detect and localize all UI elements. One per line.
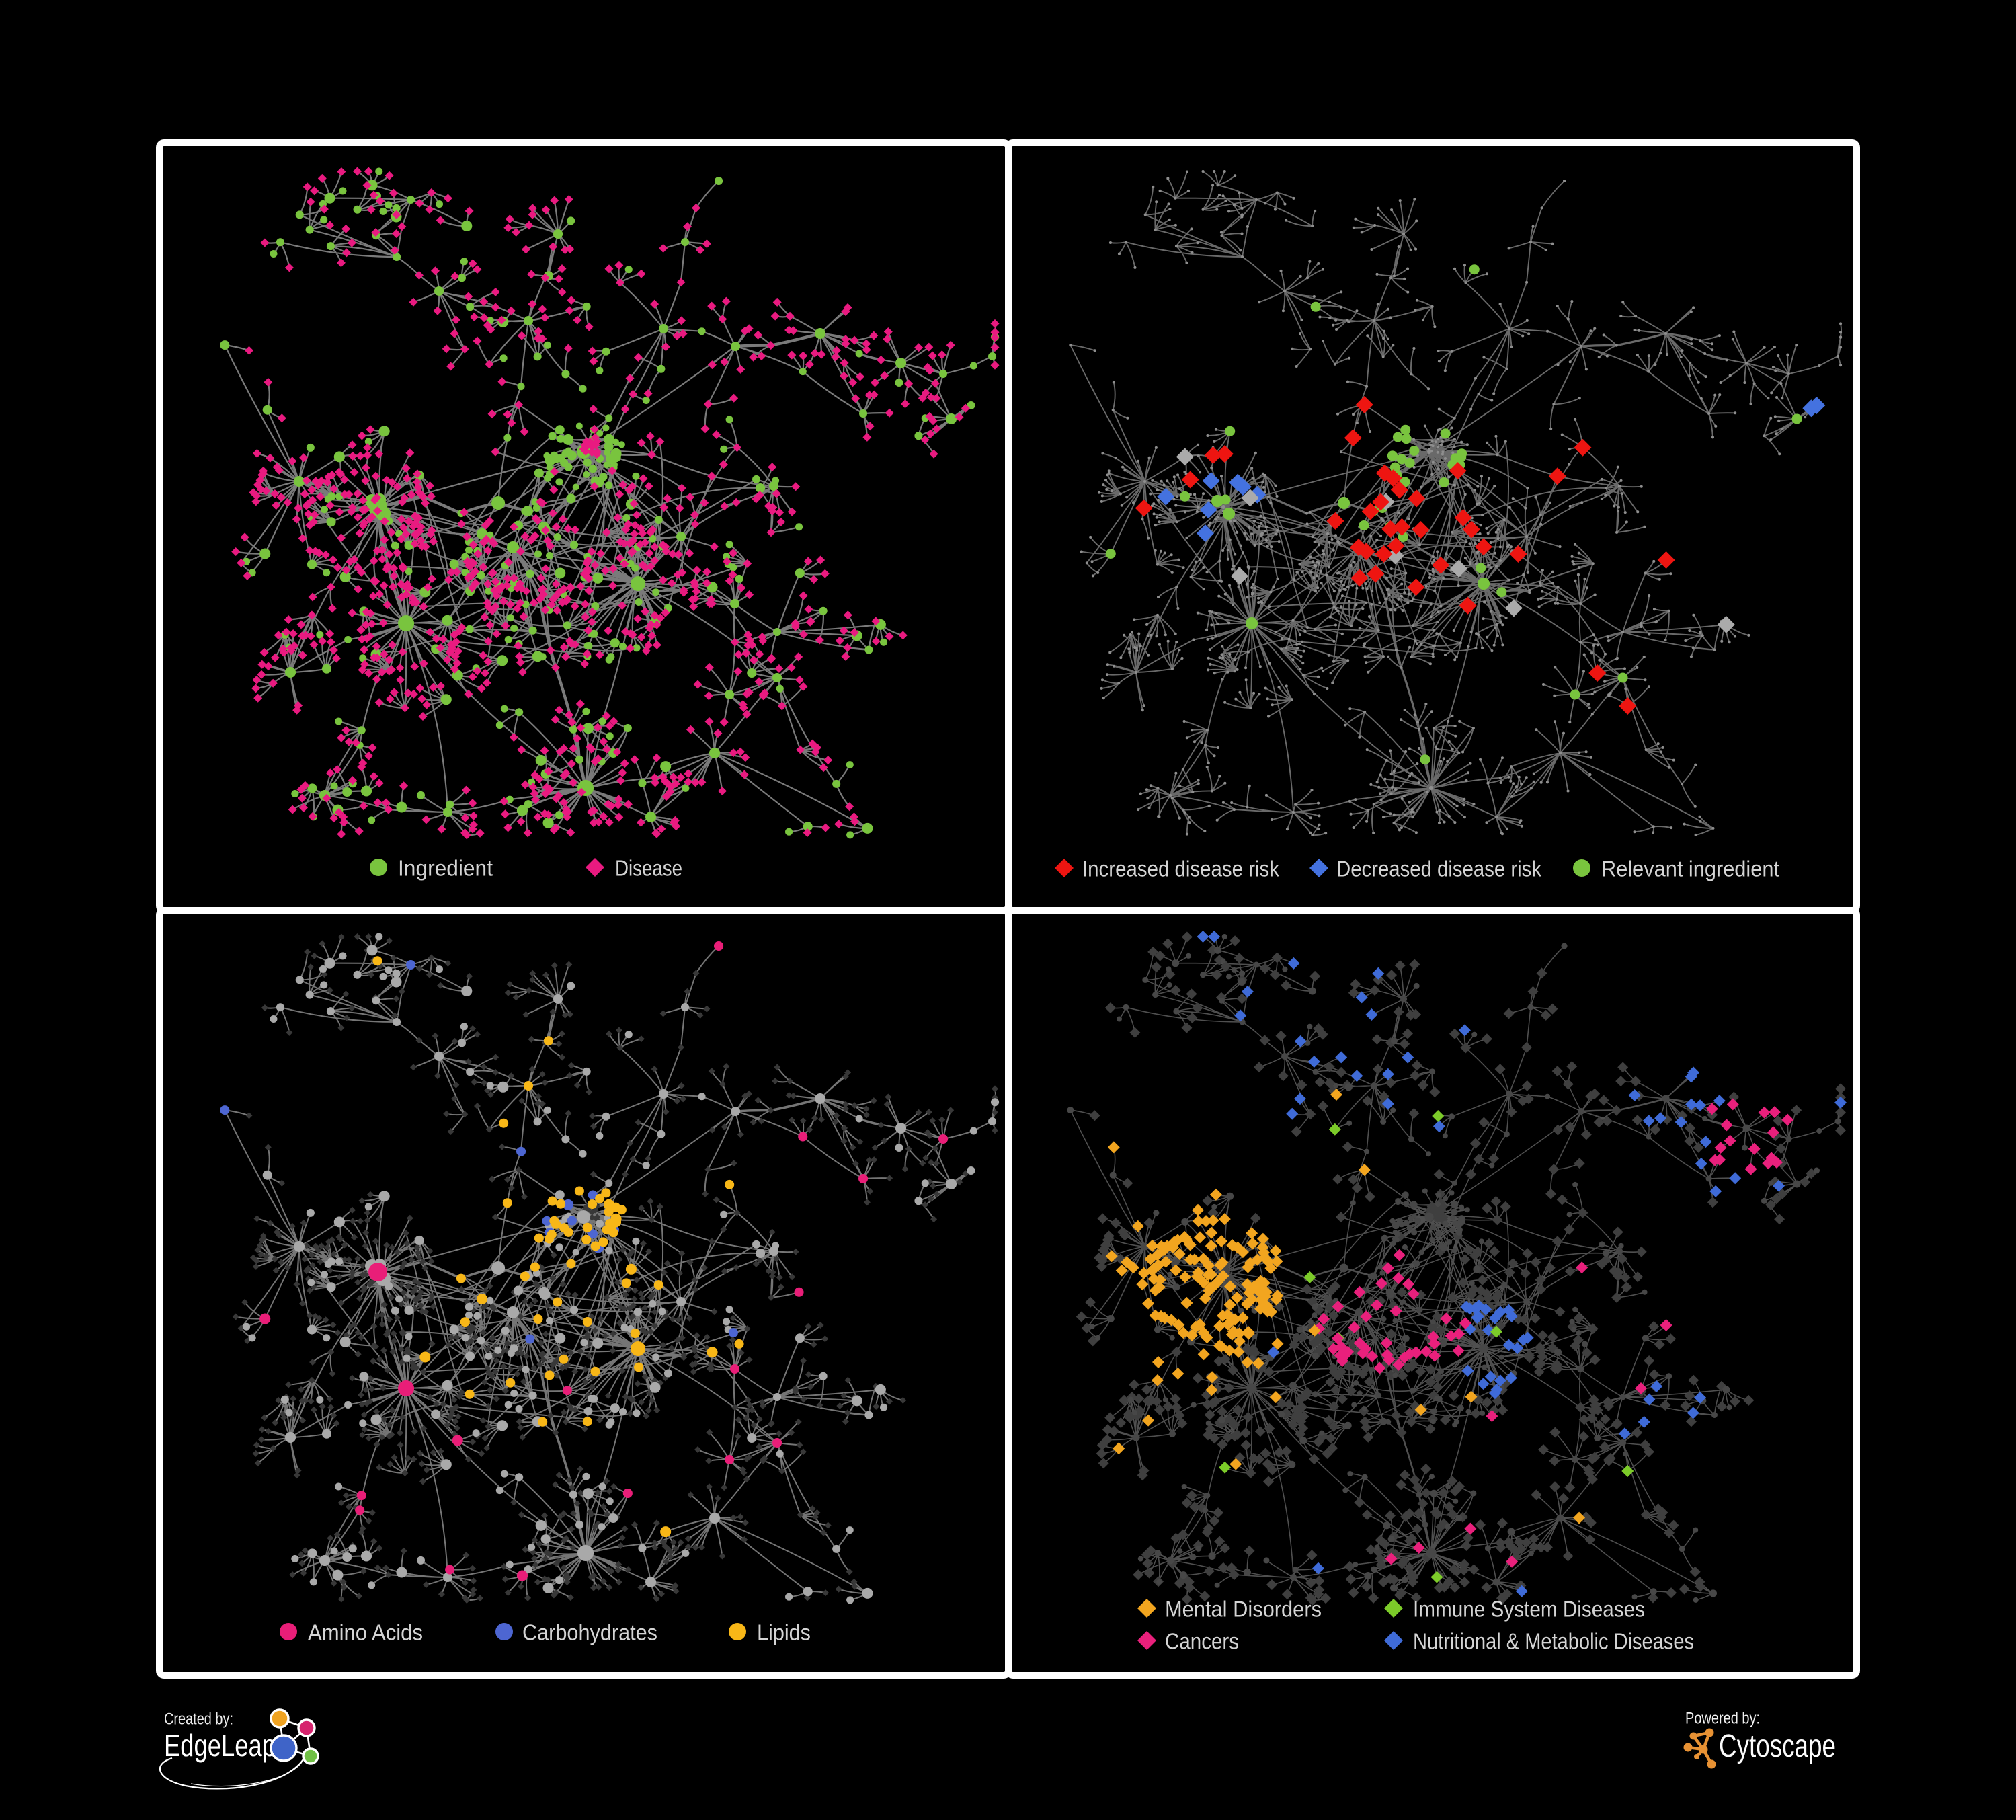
svg-text:Nutritional & Metabolic Diseas: Nutritional & Metabolic Diseases: [1413, 1629, 1694, 1654]
svg-text:Decreased disease risk: Decreased disease risk: [1336, 857, 1541, 881]
svg-text:Amino Acids: Amino Acids: [308, 1620, 423, 1645]
svg-text:Carbohydrates: Carbohydrates: [522, 1620, 657, 1645]
svg-text:Created by:: Created by:: [164, 1710, 233, 1729]
svg-text:Ingredient: Ingredient: [398, 856, 493, 881]
svg-text:EdgeLeap: EdgeLeap: [164, 1728, 276, 1763]
svg-text:Cancers: Cancers: [1165, 1629, 1239, 1654]
svg-text:Powered by:: Powered by:: [1685, 1710, 1760, 1728]
svg-text:Cytoscape: Cytoscape: [1719, 1729, 1836, 1764]
svg-text:Increased disease risk: Increased disease risk: [1082, 857, 1279, 881]
svg-text:Lipids: Lipids: [757, 1620, 811, 1645]
svg-text:Immune System Diseases: Immune System Diseases: [1413, 1597, 1645, 1622]
svg-text:Mental Disorders: Mental Disorders: [1165, 1597, 1322, 1622]
svg-text:Relevant ingredient: Relevant ingredient: [1601, 857, 1779, 881]
svg-text:Disease: Disease: [615, 856, 682, 881]
